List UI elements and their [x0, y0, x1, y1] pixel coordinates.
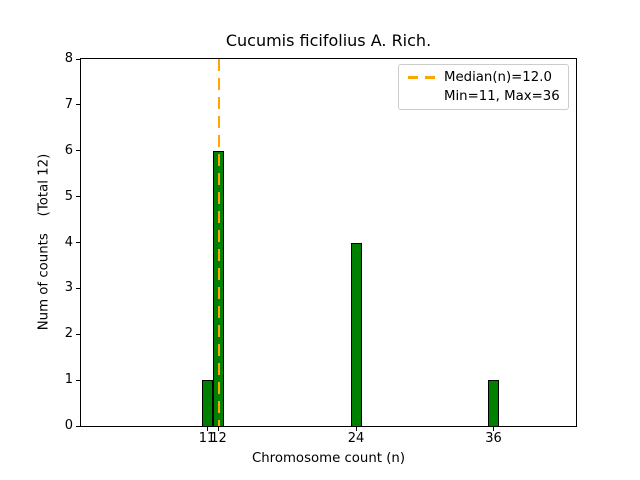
y-tick-mark: [76, 333, 80, 335]
y-tick-mark: [76, 379, 80, 381]
bar-n-24: [350, 242, 362, 426]
y-tick-mark: [76, 287, 80, 289]
y-tick-mark: [76, 150, 80, 152]
x-tick-label: 11: [198, 431, 216, 446]
y-tick-label: 3: [64, 280, 73, 296]
y-tick-label: 7: [64, 96, 73, 112]
bar-n-11: [201, 380, 213, 426]
y-tick-label: 5: [64, 188, 73, 204]
y-tick-label: 6: [64, 142, 73, 158]
legend-spacer: [408, 95, 435, 98]
y-tick-mark: [76, 58, 80, 60]
y-tick-mark: [76, 242, 80, 243]
x-tick-label: 24: [347, 431, 365, 446]
legend: Median(n)=12.0 Min=11, Max=36: [398, 64, 569, 110]
legend-median-label: Median(n)=12.0: [444, 70, 552, 85]
x-axis-label: Chromosome count (n): [251, 451, 406, 466]
x-tick-mark: [218, 427, 219, 431]
legend-minmax-label: Min=11, Max=36: [444, 89, 560, 104]
x-tick-mark: [493, 427, 494, 431]
y-tick-label: 2: [64, 326, 73, 342]
legend-row-minmax: Min=11, Max=36: [408, 87, 560, 106]
x-tick-label: 12: [210, 431, 227, 446]
x-tick-mark: [206, 427, 208, 431]
y-tick-label: 1: [64, 372, 73, 388]
median-line: [217, 59, 220, 426]
y-tick-label: 8: [64, 51, 73, 66]
y-tick-mark: [76, 104, 80, 106]
legend-row-median: Median(n)=12.0: [408, 68, 560, 87]
y-tick-mark: [76, 196, 80, 198]
plot-area: [80, 58, 577, 427]
bar-n-36: [488, 380, 499, 426]
y-tick-label: 4: [64, 234, 73, 250]
chart-title: Cucumis ficifolius A. Rich.: [225, 31, 432, 50]
x-tick-mark: [355, 427, 357, 431]
x-tick-label: 36: [485, 431, 502, 446]
y-tick-mark: [76, 425, 80, 427]
median-dashed-line-icon: [408, 76, 435, 79]
y-tick-label: 0: [64, 418, 73, 433]
